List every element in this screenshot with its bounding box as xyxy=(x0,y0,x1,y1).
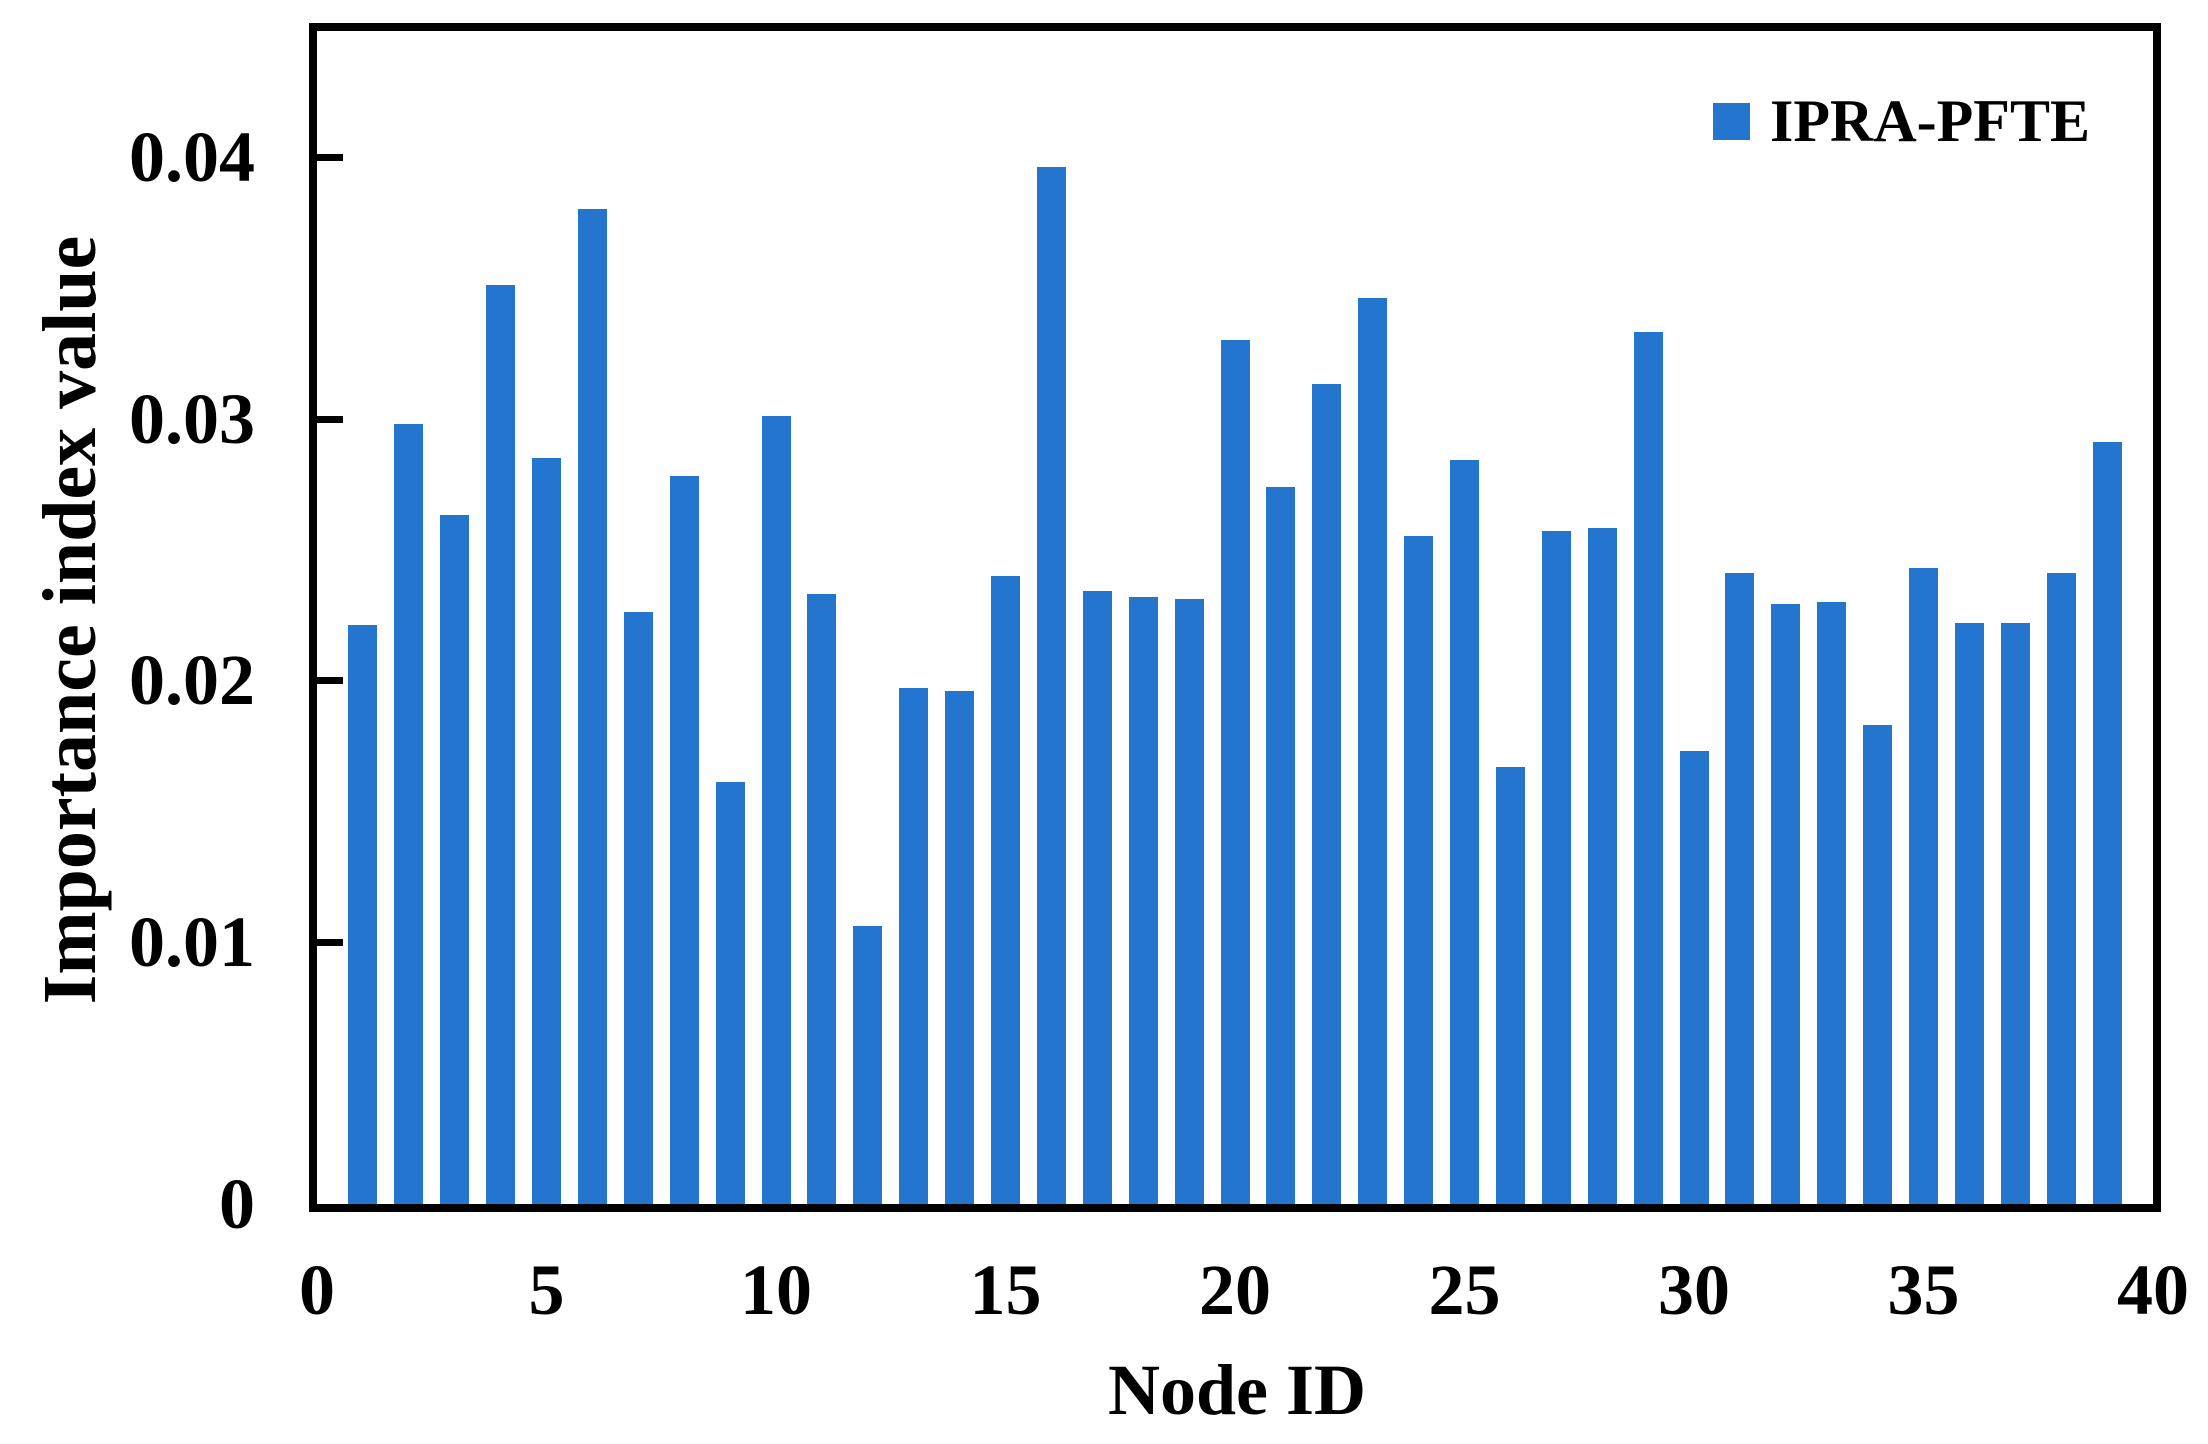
bar-node-32 xyxy=(1771,604,1801,1204)
bar-node-19 xyxy=(1174,599,1204,1204)
bar-node-38 xyxy=(2046,573,2076,1204)
bar-node-28 xyxy=(1587,528,1617,1204)
y-tick-label: 0.01 xyxy=(129,902,255,983)
bar-node-15 xyxy=(991,576,1020,1204)
bar-node-5 xyxy=(532,458,561,1204)
bar-node-1 xyxy=(348,625,378,1204)
y-tick-label: 0.02 xyxy=(129,640,255,721)
bar-node-36 xyxy=(1954,623,1984,1204)
x-tick-label: 35 xyxy=(1887,1250,1960,1330)
bar-node-13 xyxy=(899,688,929,1204)
bar-node-34 xyxy=(1863,725,1893,1204)
x-axis-title: Node ID xyxy=(1107,1350,1366,1430)
bar-node-17 xyxy=(1082,591,1112,1204)
bar-node-3 xyxy=(440,515,470,1204)
y-tick-mark xyxy=(317,677,343,685)
bar-node-16 xyxy=(1036,167,1066,1204)
plot-area: IPRA-PFTE xyxy=(309,23,2161,1212)
bar-node-11 xyxy=(807,594,837,1204)
bar-node-21 xyxy=(1266,487,1296,1204)
bar-node-7 xyxy=(623,612,653,1204)
x-tick-label: 0 xyxy=(299,1250,335,1330)
bar-node-22 xyxy=(1312,384,1342,1204)
bar-node-37 xyxy=(2000,623,2030,1204)
bar-node-14 xyxy=(945,691,975,1204)
bar-node-39 xyxy=(2092,442,2122,1204)
legend: IPRA-PFTE xyxy=(1713,91,2090,151)
legend-label: IPRA-PFTE xyxy=(1770,88,2090,154)
x-tick-label: 15 xyxy=(969,1250,1042,1330)
bar-node-9 xyxy=(715,782,745,1204)
bar-node-26 xyxy=(1495,767,1525,1204)
bar-node-29 xyxy=(1633,332,1663,1204)
bar-node-27 xyxy=(1541,531,1571,1204)
bar-node-2 xyxy=(394,424,424,1204)
y-tick-label: 0.03 xyxy=(129,378,255,459)
bar-node-33 xyxy=(1817,602,1847,1204)
x-tick-label: 5 xyxy=(528,1250,565,1330)
x-tick-label: 10 xyxy=(740,1250,812,1330)
bar-node-12 xyxy=(853,926,883,1204)
x-tick-label: 20 xyxy=(1199,1250,1271,1330)
bar-node-35 xyxy=(1909,568,1938,1204)
bar-node-20 xyxy=(1220,340,1250,1204)
legend-swatch xyxy=(1713,102,1750,140)
x-tick-label: 25 xyxy=(1428,1250,1501,1330)
bar-node-23 xyxy=(1358,298,1388,1204)
x-tick-label: 40 xyxy=(2117,1250,2189,1330)
bar-node-30 xyxy=(1679,751,1709,1204)
x-tick-label: 30 xyxy=(1658,1250,1730,1330)
bar-node-10 xyxy=(761,416,791,1204)
bar-node-4 xyxy=(486,285,516,1204)
y-tick-mark xyxy=(317,939,343,947)
bar-node-18 xyxy=(1128,597,1158,1204)
bar-node-8 xyxy=(669,476,699,1204)
bar-node-25 xyxy=(1450,460,1479,1204)
bar-node-31 xyxy=(1725,573,1755,1204)
y-tick-mark xyxy=(317,153,343,161)
bar-node-24 xyxy=(1404,536,1434,1204)
y-tick-label: 0 xyxy=(219,1164,255,1244)
y-tick-mark xyxy=(317,415,343,423)
y-tick-label: 0.04 xyxy=(129,116,255,197)
bar-node-6 xyxy=(577,209,607,1204)
